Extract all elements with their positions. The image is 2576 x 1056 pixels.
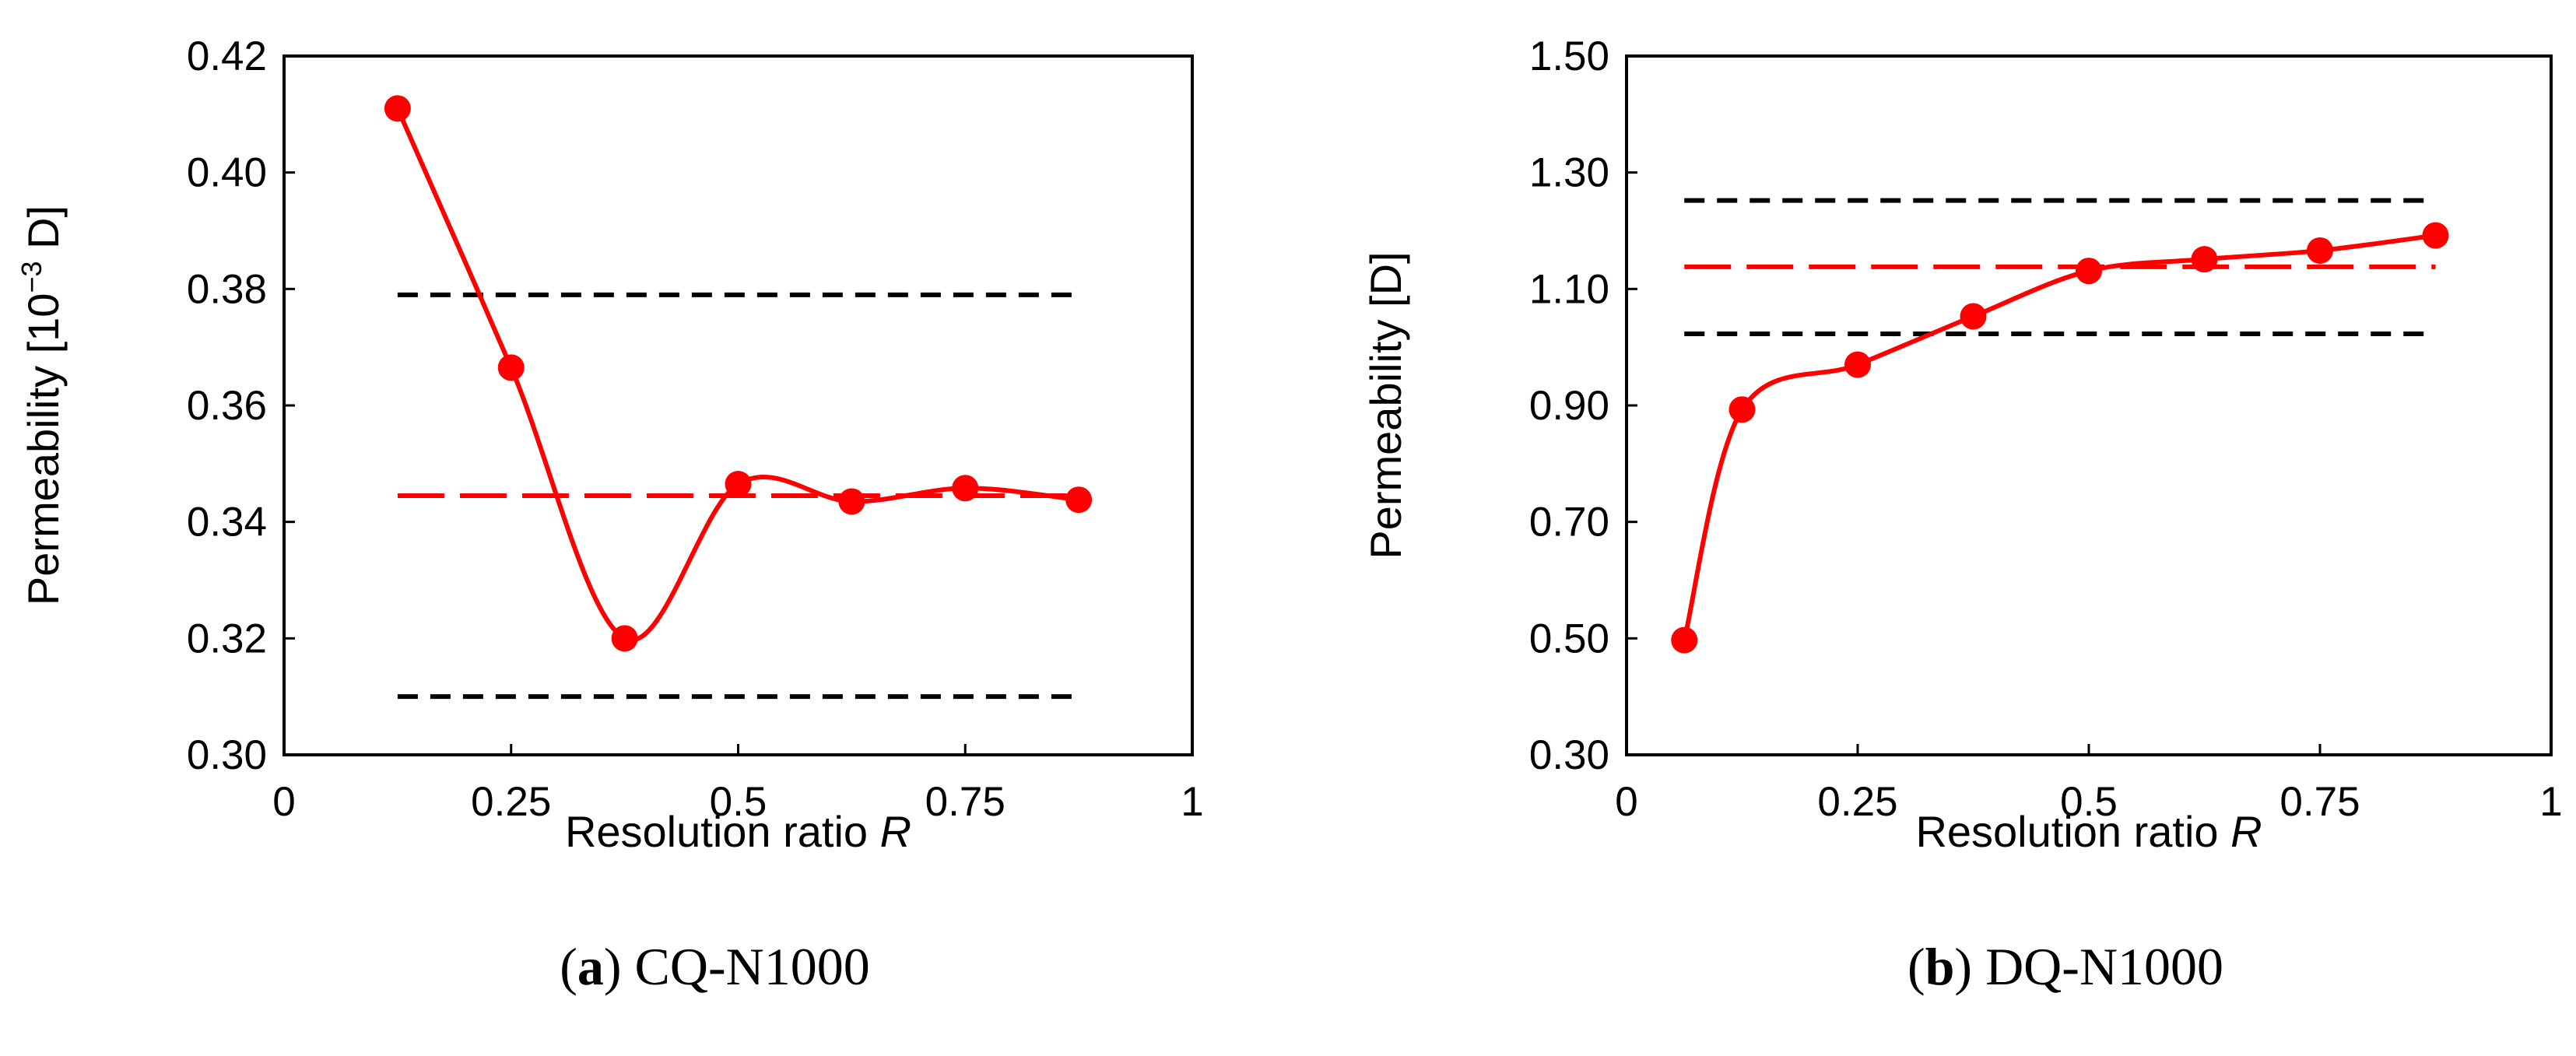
data-point xyxy=(1065,486,1093,514)
y-tick-labels: 0.30 0.50 0.70 0.90 1.10 1.30 1.50 xyxy=(1529,33,1637,778)
y-tick-label: 0.36 xyxy=(187,383,267,429)
x-axis-label: Resolution ratio R xyxy=(1915,807,2262,856)
data-point xyxy=(838,488,865,515)
x-tick-label: 0.75 xyxy=(925,779,1005,825)
y-tick-label: 0.32 xyxy=(187,616,267,661)
x-tick-label: 0.25 xyxy=(471,779,551,825)
data-point xyxy=(2422,222,2449,249)
y-tick-label: 0.40 xyxy=(187,150,267,196)
data-point xyxy=(384,95,411,122)
data-point xyxy=(2191,246,2218,273)
panel-caption: (b) DQ-N1000 xyxy=(1907,937,2223,996)
data-point xyxy=(1844,351,1871,378)
y-tick-labels: 0.30 0.32 0.34 0.36 0.38 0.40 0.42 xyxy=(187,33,295,778)
plot-area-frame xyxy=(1625,54,2553,756)
y-tick-label: 0.70 xyxy=(1529,500,1609,546)
chart-panel-b: 0.30 0.50 0.70 0.90 1.10 1.30 1.50 0 0.25 0.5 0.7… xyxy=(1361,33,2563,996)
x-tick-label: 0.5 xyxy=(710,779,767,825)
x-tick-label: 1 xyxy=(2539,779,2562,825)
x-tick-label: 0.75 xyxy=(2279,779,2360,825)
chart-panel-a: 0.30 0.32 0.34 0.36 0.38 0.40 0.42 0 0.25 0.5 0.7… xyxy=(16,33,1204,996)
y-axis-label: Permeability [D] xyxy=(1361,251,1410,559)
y-tick-label: 1.30 xyxy=(1529,150,1609,196)
x-tick-label: 0.25 xyxy=(1817,779,1897,825)
data-point xyxy=(1671,626,1698,654)
y-tick-label: 1.10 xyxy=(1529,266,1609,312)
y-tick-label: 0.90 xyxy=(1529,383,1609,429)
data-point xyxy=(2076,258,2102,285)
reference-lines xyxy=(1684,198,2436,336)
x-tick-label: 0.5 xyxy=(2060,779,2118,825)
data-point xyxy=(2307,237,2333,264)
data-point xyxy=(1960,303,1987,330)
series-line xyxy=(1682,233,2436,641)
y-tick-label: 1.50 xyxy=(1529,33,1609,79)
x-tick-label: 0 xyxy=(1615,779,1637,825)
x-tick-labels: 0 0.25 0.5 0.75 1 xyxy=(272,744,1204,825)
data-series xyxy=(1671,222,2449,654)
y-tick-label: 0.42 xyxy=(187,33,267,79)
y-axis-label: Permeability [10−3 D] xyxy=(16,205,68,605)
x-tick-label: 0 xyxy=(272,779,295,825)
x-axis-label: Resolution ratio R xyxy=(565,807,911,856)
y-tick-label: 0.30 xyxy=(1529,732,1609,778)
data-point xyxy=(1728,396,1756,423)
data-series xyxy=(384,95,1093,652)
y-tick-label: 0.38 xyxy=(187,266,267,312)
data-point xyxy=(725,471,752,498)
y-tick-label: 0.34 xyxy=(187,500,267,546)
y-tick-label: 0.50 xyxy=(1529,616,1609,661)
x-tick-labels: 0 0.25 0.5 0.75 1 xyxy=(1615,744,2563,825)
panel-caption: (a) CQ-N1000 xyxy=(560,937,870,996)
y-tick-label: 0.30 xyxy=(187,732,267,778)
data-point xyxy=(952,475,979,502)
x-tick-label: 1 xyxy=(1181,779,1203,825)
series-line xyxy=(395,107,1079,643)
data-point xyxy=(497,354,525,381)
data-point xyxy=(611,625,638,652)
